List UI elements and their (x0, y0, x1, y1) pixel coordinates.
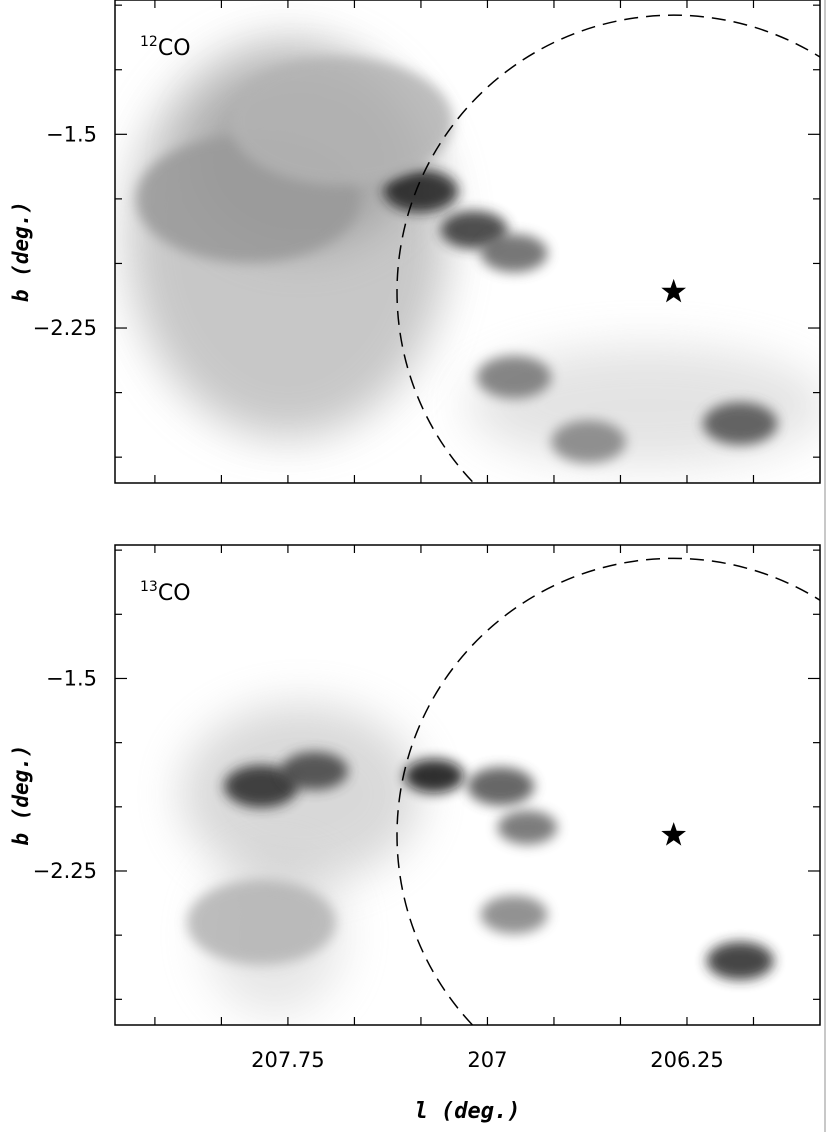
diffuse-emission (181, 703, 422, 884)
panel-label-molecule: CO (158, 581, 191, 606)
panel-12co: −1.5 −2.25b (deg.) 12CO (9, 0, 821, 484)
x-tick-label: 206.25 (650, 1048, 723, 1072)
emission-clump (702, 402, 778, 445)
x-tick-label: 207.75 (251, 1048, 324, 1072)
y-tick-label: −2.25 (33, 316, 97, 340)
panel-13co: −1.5 −2.25 207.75 207 206.25 b (deg.) 13CO l (d… (9, 544, 821, 1124)
x-tick-label: 207 (467, 1048, 507, 1072)
emission-clump (281, 751, 349, 791)
emission-clump (476, 355, 552, 399)
emission-clump (383, 169, 459, 213)
emission-clump (467, 767, 535, 806)
panel-label-isotope: 13 (140, 579, 158, 595)
y-tick-label: −1.5 (46, 666, 97, 690)
emission-clump (224, 765, 299, 808)
emission-clump (229, 57, 453, 186)
panel-label-isotope: 12 (140, 34, 158, 50)
emission-clump (706, 941, 774, 980)
y-tick-label: −2.25 (33, 859, 97, 883)
plot-frame (114, 544, 821, 1026)
emission-clump (186, 879, 336, 965)
page-edge-line (824, 0, 826, 1132)
y-axis-label: b (deg.) (9, 201, 33, 302)
emission-clump (551, 420, 626, 463)
plot-frame (114, 0, 821, 484)
y-tick-label: −1.5 (46, 122, 97, 146)
emission-clump (480, 895, 548, 934)
panel-label: 13CO (140, 579, 191, 606)
map-area (115, 545, 820, 1025)
panel-label: 12CO (140, 34, 191, 61)
x-axis-label: l (deg.) (415, 1099, 521, 1124)
star-marker (661, 822, 686, 846)
emission-clump (404, 758, 465, 794)
dashed-circle (396, 557, 820, 1025)
y-axis-label: b (deg.) (9, 744, 33, 845)
panel-label-molecule: CO (158, 36, 191, 61)
map-area (115, 0, 820, 483)
dashed-circle (396, 14, 820, 483)
emission-clump (497, 810, 558, 845)
emission-clump (480, 233, 548, 273)
star-marker (661, 278, 686, 303)
